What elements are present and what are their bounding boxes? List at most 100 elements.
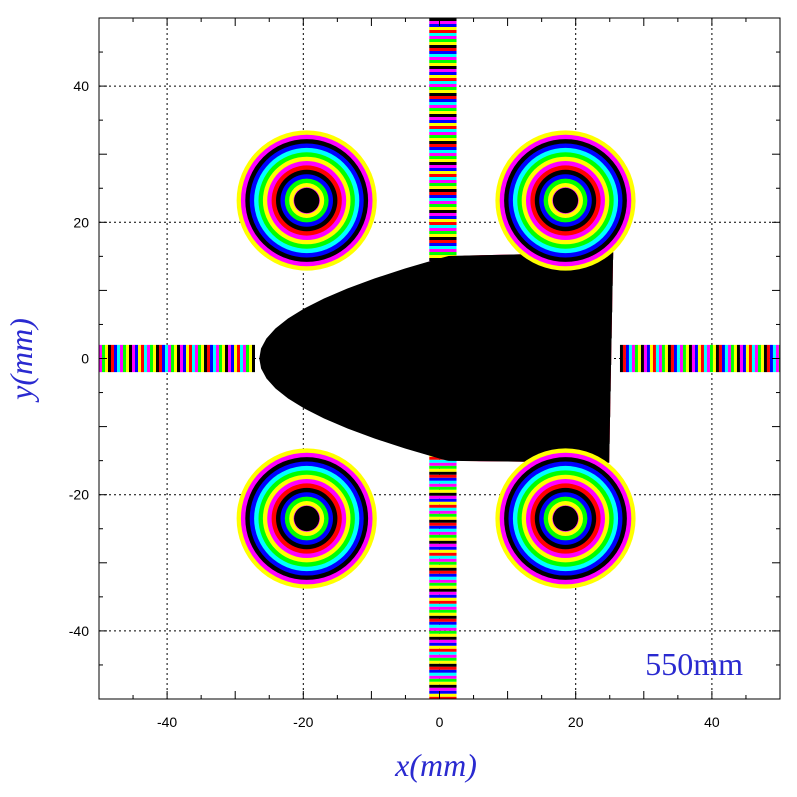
band-stripe bbox=[429, 678, 457, 682]
band-stripe bbox=[429, 246, 457, 249]
band-stripe bbox=[691, 344, 695, 373]
band-stripe bbox=[429, 54, 457, 57]
band-stripe bbox=[429, 174, 457, 177]
band-stripe bbox=[429, 507, 457, 511]
band-stripe bbox=[171, 344, 174, 373]
band-stripe bbox=[685, 344, 689, 373]
band-stripe bbox=[429, 489, 457, 493]
band-stripe bbox=[213, 344, 216, 373]
band-stripe bbox=[429, 663, 457, 667]
band-stripe bbox=[429, 597, 457, 601]
band-stripe bbox=[640, 344, 644, 373]
band-stripe bbox=[429, 564, 457, 568]
band-stripe bbox=[429, 66, 457, 69]
band-stripe bbox=[429, 684, 457, 688]
band-stripe bbox=[429, 621, 457, 625]
band-stripe bbox=[135, 344, 138, 373]
band-stripe bbox=[429, 618, 457, 622]
band-stripe bbox=[429, 531, 457, 535]
band-stripe bbox=[429, 666, 457, 670]
band-stripe bbox=[429, 63, 457, 66]
band-stripe bbox=[429, 39, 457, 42]
band-stripe bbox=[634, 344, 638, 373]
band-stripe bbox=[429, 459, 457, 463]
band-stripe bbox=[429, 552, 457, 556]
band-stripe bbox=[108, 344, 111, 373]
band-stripe bbox=[429, 543, 457, 547]
band-stripe bbox=[150, 344, 153, 373]
band-stripe bbox=[207, 344, 210, 373]
band-stripe bbox=[736, 344, 740, 373]
fringe-ring-set bbox=[236, 130, 377, 271]
band-stripe bbox=[429, 645, 457, 649]
band-stripe bbox=[429, 486, 457, 490]
band-stripe bbox=[429, 27, 457, 30]
band-stripe bbox=[676, 344, 680, 373]
band-stripe bbox=[153, 344, 156, 373]
band-stripe bbox=[733, 344, 737, 373]
band-stripe bbox=[225, 344, 228, 373]
band-stripe bbox=[748, 344, 752, 373]
fringe-bands bbox=[99, 18, 780, 699]
band-stripe bbox=[429, 615, 457, 619]
band-stripe bbox=[757, 344, 761, 373]
band-stripe bbox=[174, 344, 177, 373]
band-stripe bbox=[237, 344, 240, 373]
band-stripe bbox=[429, 624, 457, 628]
band-stripe bbox=[429, 498, 457, 502]
band-stripe bbox=[429, 96, 457, 99]
band-stripe bbox=[643, 344, 647, 373]
band-stripe bbox=[655, 344, 659, 373]
band-stripe bbox=[429, 609, 457, 613]
band-stripe bbox=[429, 606, 457, 610]
band-stripe bbox=[649, 344, 653, 373]
band-stripe bbox=[429, 162, 457, 165]
band-stripe bbox=[429, 501, 457, 505]
band-stripe bbox=[429, 669, 457, 673]
band-stripe bbox=[246, 344, 249, 373]
band-stripe bbox=[429, 465, 457, 469]
band-stripe bbox=[111, 344, 114, 373]
band-stripe bbox=[159, 344, 162, 373]
band-stripe bbox=[429, 240, 457, 243]
band-stripe bbox=[429, 627, 457, 631]
band-stripe bbox=[429, 582, 457, 586]
band-stripe bbox=[429, 201, 457, 204]
band-stripe bbox=[429, 120, 457, 123]
band-stripe bbox=[204, 344, 207, 373]
band-stripe bbox=[429, 177, 457, 180]
band-stripe bbox=[168, 344, 171, 373]
band-stripe bbox=[210, 344, 213, 373]
band-stripe bbox=[429, 474, 457, 478]
band-stripe bbox=[126, 344, 129, 373]
band-stripe bbox=[763, 344, 767, 373]
band-stripe bbox=[429, 549, 457, 553]
band-stripe bbox=[429, 633, 457, 637]
band-stripe bbox=[429, 192, 457, 195]
band-stripe bbox=[429, 105, 457, 108]
band-stripe bbox=[429, 81, 457, 84]
band-stripe bbox=[661, 344, 665, 373]
band-stripe bbox=[739, 344, 743, 373]
band-stripe bbox=[709, 344, 713, 373]
band-stripe bbox=[754, 344, 758, 373]
band-stripe bbox=[429, 231, 457, 234]
ring-core bbox=[552, 505, 579, 532]
band-stripe bbox=[429, 90, 457, 93]
band-stripe bbox=[198, 344, 201, 373]
band-stripe bbox=[120, 344, 123, 373]
band-stripe bbox=[429, 84, 457, 87]
band-stripe bbox=[429, 675, 457, 679]
band-stripe bbox=[228, 344, 231, 373]
band-stripe bbox=[429, 102, 457, 105]
band-stripe bbox=[429, 579, 457, 583]
fringe-pattern bbox=[99, 18, 780, 699]
band-stripe bbox=[429, 600, 457, 604]
band-stripe bbox=[429, 555, 457, 559]
x-axis-title: x(mm) bbox=[394, 747, 477, 783]
band-stripe bbox=[664, 344, 668, 373]
band-stripe bbox=[147, 344, 150, 373]
ring-core bbox=[294, 187, 320, 214]
band-stripe bbox=[429, 18, 457, 21]
y-tick-labels: -40 -20 0 20 40 bbox=[69, 78, 89, 639]
